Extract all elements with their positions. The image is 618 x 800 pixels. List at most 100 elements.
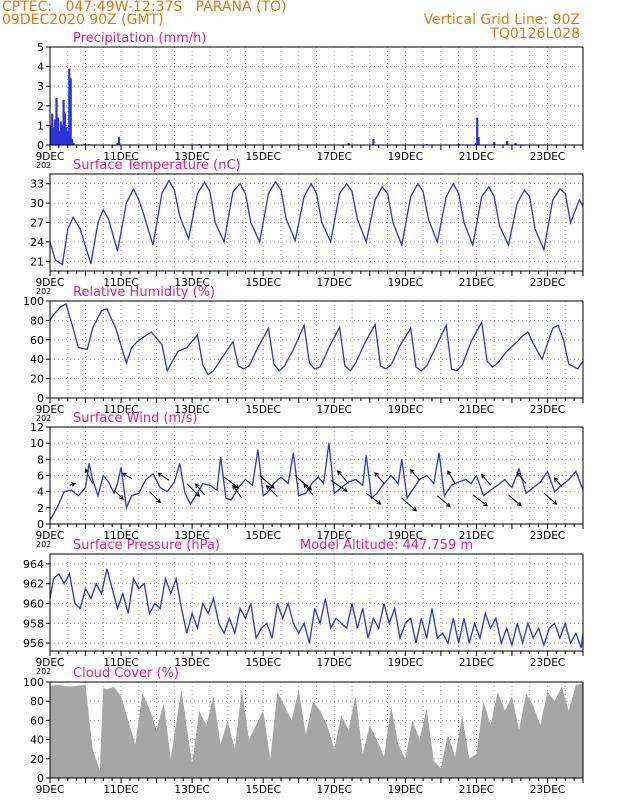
precip-bar (474, 143, 477, 145)
x-tick-label: 21DEC (459, 151, 494, 163)
y-tick-label: 0 (37, 772, 44, 785)
wind-arrow (186, 483, 200, 497)
x-tick-label: 23DEC (530, 151, 565, 163)
run-date: 09DEC2020 90Z (GMT) (2, 12, 164, 28)
x-tick-label: 17DEC (317, 151, 352, 163)
x-tick-label: 23DEC (530, 530, 565, 542)
panel-title: Surface Pressure (hPa) (73, 538, 220, 553)
temp-line (49, 179, 584, 266)
x-tick-label: 17DEC (317, 277, 352, 289)
wind-arrow (259, 475, 275, 489)
wind-arrow (157, 472, 170, 481)
y-tick-label: 40 (30, 353, 44, 366)
wind-arrow (266, 485, 278, 497)
x-tick-label: 21DEC (459, 657, 494, 669)
cloud-area (50, 683, 583, 778)
wind-arrow (554, 477, 563, 488)
wind-arrow (232, 485, 243, 499)
wind-arrow-head (156, 498, 162, 504)
y-tick-label: 1 (37, 119, 44, 132)
precip-bar (51, 113, 54, 145)
y-tick-label: 0 (37, 518, 44, 531)
x-tick-label: 11DEC (103, 657, 138, 669)
x-tick-label: 15DEC (245, 277, 280, 289)
x-tick-label: 17DEC (317, 784, 352, 796)
precip-bar (66, 131, 69, 145)
panel-title: Relative Humidity (%) (73, 285, 215, 300)
wind-arrow (543, 492, 557, 505)
wind-arrow (481, 474, 491, 486)
rh-line (49, 302, 584, 376)
wind-arrow-head (553, 477, 559, 482)
wind-arrow-head (447, 470, 452, 475)
pressure-line (49, 568, 584, 649)
y-tick-label: 12 (30, 421, 44, 434)
x-tick-label: 15DEC (245, 784, 280, 796)
wind-arrow (365, 492, 381, 505)
x-tick-label: 19DEC (388, 404, 423, 416)
wind-arrow (508, 494, 522, 507)
y-tick-label: 80 (30, 314, 44, 327)
wind-arrow-head (445, 502, 451, 508)
y-tick-label: 20 (30, 753, 44, 766)
x-tick-label: 9DEC (36, 657, 65, 669)
x-tick-label: 21DEC (459, 530, 494, 542)
x-tick-label: 9DEC (36, 530, 65, 542)
wind-arrow (516, 472, 527, 484)
wind-arrow-head (374, 471, 379, 477)
precip-bar (476, 117, 479, 145)
precip-bar (62, 99, 65, 145)
wind-arrow-head (232, 484, 237, 490)
y-tick-label: 8 (37, 453, 44, 466)
wind-arrow-head (412, 506, 417, 512)
x-tick-label: 23DEC (530, 657, 565, 669)
x-year-label: 202 (36, 414, 51, 423)
x-tick-label: 19DEC (388, 784, 423, 796)
y-tick-label: 21 (30, 255, 44, 268)
x-tick-label: 21DEC (459, 277, 494, 289)
model-code: TQ0126L028 (490, 26, 580, 42)
y-tick-label: 0 (37, 139, 44, 152)
x-tick-label: 17DEC (317, 404, 352, 416)
precip-bar (117, 137, 121, 145)
y-tick-label: 100 (23, 676, 44, 689)
x-tick-label: 13DEC (174, 657, 209, 669)
y-tick-label: 962 (23, 578, 44, 591)
wind-arrow (294, 475, 312, 491)
y-tick-label: 2 (37, 100, 44, 113)
precip-bar (477, 137, 480, 145)
wind-arrow (410, 469, 420, 481)
precip-bar (61, 125, 64, 145)
wind-arrow (447, 470, 456, 484)
x-tick-label: 13DEC (174, 404, 209, 416)
wind-arrow-head (195, 492, 201, 497)
x-tick-label: 11DEC (103, 404, 138, 416)
wind-arrow-head (376, 500, 382, 505)
wind-arrow-head (121, 472, 127, 478)
x-tick-label: 19DEC (388, 151, 423, 163)
y-tick-label: 24 (30, 236, 44, 249)
wind-arrow-head (516, 501, 522, 507)
wind-arrow-head (118, 495, 124, 500)
y-tick-label: 3 (37, 80, 44, 93)
precip-bar (347, 143, 350, 145)
grid-line-note: Vertical Grid Line: 90Z (423, 12, 580, 28)
y-tick-label: 60 (30, 714, 44, 727)
wind-arrow-head (157, 472, 163, 477)
wind-arrow (195, 483, 205, 496)
precip-bar (505, 141, 509, 145)
y-tick-label: 5 (37, 41, 44, 54)
precip-bar (59, 121, 62, 145)
y-tick-label: 20 (30, 373, 44, 386)
y-tick-label: 27 (30, 217, 44, 230)
precip-bar (58, 131, 61, 145)
precip-bar (63, 113, 67, 145)
x-tick-label: 15DEC (245, 404, 280, 416)
panel-title: Surface Temperature (nC) (73, 158, 241, 173)
y-tick-label: 6 (37, 470, 44, 483)
x-tick-label: 19DEC (388, 530, 423, 542)
wind-arrow-head (194, 483, 200, 489)
precip-bar (52, 127, 55, 145)
precip-bar (49, 125, 52, 145)
